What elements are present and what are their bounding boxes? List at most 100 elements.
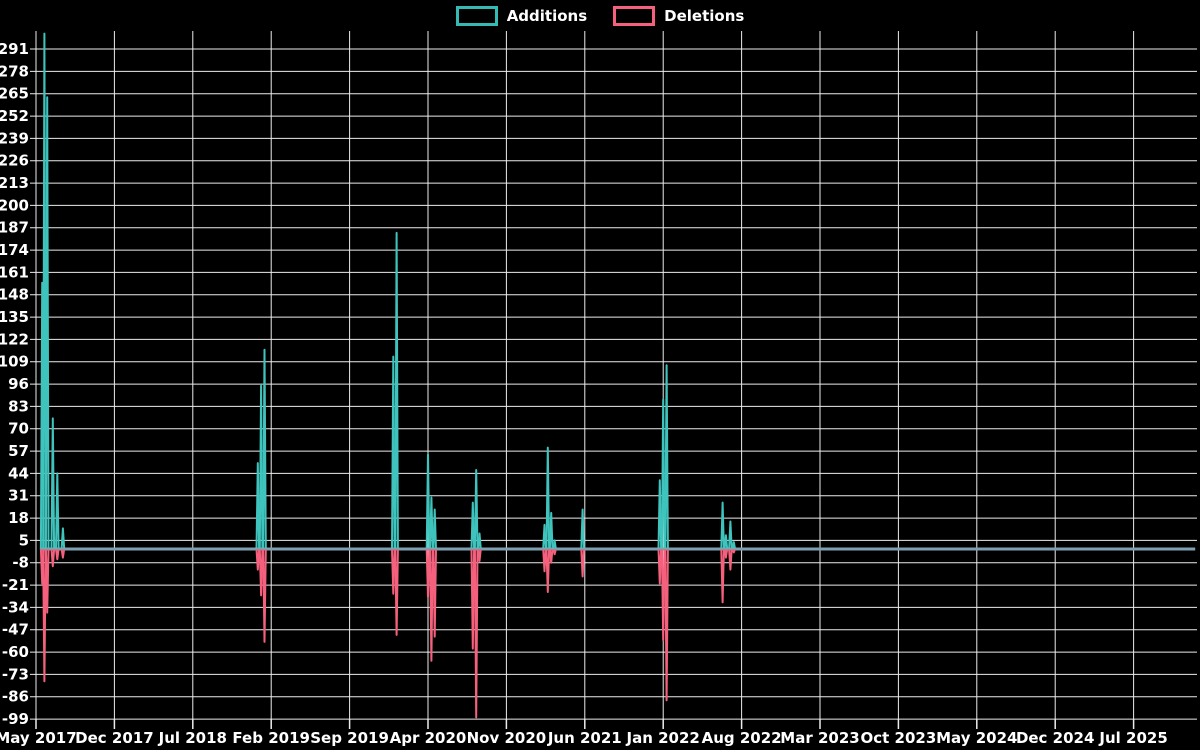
x-tick-label: Dec 2017 (75, 729, 154, 747)
deletions-spike (477, 548, 482, 562)
deletions-spike (429, 548, 434, 662)
y-tick-label: 96 (8, 375, 29, 393)
additions-spike (552, 539, 557, 550)
deletions-spike (731, 548, 737, 554)
deletions-spike (425, 548, 431, 599)
legend-item-additions[interactable]: Additions (455, 6, 588, 26)
deletions-spike (473, 548, 479, 719)
deletions-spike (255, 548, 261, 571)
deletions-spike (542, 548, 547, 573)
x-tick-label: Apr 2020 (390, 729, 467, 747)
y-tick-label: -21 (2, 576, 29, 594)
x-tick-label: Nov 2020 (467, 729, 547, 747)
y-tick-label: 213 (0, 174, 29, 192)
deletions-spike (552, 548, 557, 556)
x-tick-label: May 2017 (0, 729, 77, 747)
deletions-spike (660, 548, 666, 642)
deletions-spike (394, 548, 399, 636)
y-tick-label: 57 (8, 442, 29, 460)
y-tick-label: 278 (0, 62, 29, 80)
y-tick-label: 83 (8, 397, 29, 415)
additions-spike (470, 501, 476, 550)
additions-spike (262, 348, 267, 550)
deletions-spike (262, 548, 267, 643)
additions-spike (394, 231, 399, 550)
y-tick-label: 44 (8, 464, 29, 482)
x-tick-label: Jul 2018 (158, 729, 227, 747)
legend-item-deletions[interactable]: Deletions (613, 6, 744, 26)
additions-spike (548, 511, 554, 550)
deletions-spike (470, 548, 476, 650)
additions-spike (542, 523, 547, 550)
y-tick-label: -47 (2, 621, 29, 639)
y-tick-label: 265 (0, 85, 29, 103)
additions-spike (580, 508, 585, 550)
y-tick-label: 148 (0, 286, 29, 304)
y-tick-label: -73 (2, 665, 29, 683)
y-tick-label: -8 (12, 554, 29, 572)
additions-spike (723, 534, 729, 550)
y-tick-label: 5 (19, 531, 29, 549)
additions-spike (545, 446, 551, 550)
deletions-spike (55, 548, 60, 561)
additions-spike (720, 501, 725, 550)
y-tick-label: 200 (0, 196, 29, 214)
additions-spike (425, 453, 431, 550)
additions-spike (44, 96, 50, 550)
y-tick-label: 109 (0, 353, 29, 371)
deletions-spike (548, 548, 554, 564)
additions-spike (391, 355, 396, 550)
additions-spike (258, 384, 264, 550)
deletions-spike (545, 548, 551, 593)
additions-spike (432, 508, 437, 550)
deletions-spike (50, 548, 56, 568)
deletions-spike (664, 548, 669, 702)
additions-legend-label: Additions (506, 6, 588, 25)
x-tick-label: Jul 2025 (1098, 729, 1167, 747)
deletions-spike (42, 548, 47, 683)
deletions-spike (657, 548, 663, 585)
y-tick-label: 252 (0, 107, 29, 125)
y-tick-label: 135 (0, 308, 29, 326)
y-tick-label: 122 (0, 330, 29, 348)
additions-spike (55, 472, 60, 550)
deletions-spike (432, 548, 437, 638)
y-tick-label: -60 (2, 643, 29, 661)
deletions-spike (720, 548, 725, 604)
y-tick-label: 239 (0, 129, 29, 147)
additions-spike (731, 541, 737, 550)
additions-spike (660, 398, 666, 550)
additions-spike (477, 532, 482, 550)
y-tick-label: 161 (0, 263, 29, 281)
x-tick-label: Feb 2019 (232, 729, 310, 747)
x-tick-label: Mar 2023 (780, 729, 859, 747)
x-tick-label: Oct 2023 (861, 729, 937, 747)
y-tick-label: 18 (8, 509, 29, 527)
x-tick-label: May 2024 (936, 729, 1017, 747)
deletions-spike (391, 548, 396, 595)
y-tick-label: 291 (0, 40, 29, 58)
y-tick-label: 31 (8, 487, 29, 505)
additions-spike (429, 496, 434, 550)
deletions-spike (723, 548, 729, 559)
chart-legend: Additions Deletions (0, 6, 1200, 26)
deletions-legend-label: Deletions (664, 6, 745, 25)
x-tick-label: Sep 2019 (310, 729, 389, 747)
additions-spike (473, 469, 479, 550)
y-tick-label: -86 (2, 688, 29, 706)
deletions-spike (258, 548, 264, 597)
additions-spike (728, 520, 733, 550)
y-tick-label: -34 (2, 598, 29, 616)
y-tick-label: 174 (0, 241, 29, 259)
additions-swatch (455, 6, 498, 26)
y-tick-label: 226 (0, 152, 29, 170)
deletions-swatch (613, 6, 656, 26)
x-tick-label: Dec 2024 (1016, 729, 1095, 747)
y-tick-label: 187 (0, 219, 29, 237)
additions-spike (657, 479, 663, 550)
additions-spike (255, 462, 261, 550)
additions-spike (60, 527, 66, 550)
additions-spike (42, 32, 47, 550)
